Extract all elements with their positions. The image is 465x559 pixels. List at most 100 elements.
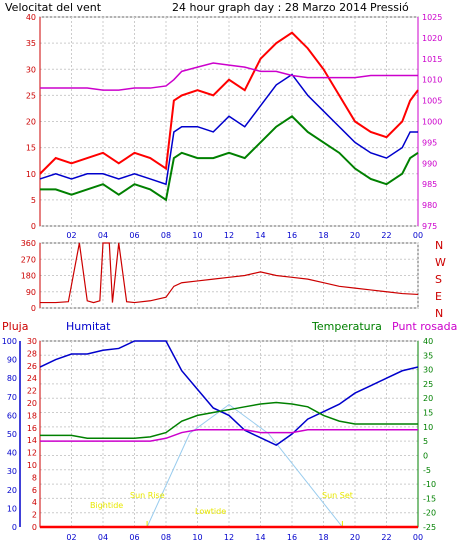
panel1-y2-ticks: 975 980 985 990 995 1000 1005 1010 1015 1020 1025 — [422, 13, 442, 231]
panel3-humidity-tick-label: 80 — [7, 374, 17, 383]
panel1-x-tick-label: 08 — [161, 231, 171, 240]
panel1-y-tick-label: 15 — [26, 144, 36, 153]
panel3-x-tick-label: 10 — [192, 533, 202, 542]
panel1-y2-tick-label: 1020 — [422, 34, 442, 43]
panel1-y-tick-label: 0 — [31, 222, 36, 231]
panel3-rain-tick-label: 16 — [27, 424, 37, 433]
panel2-series — [40, 242, 419, 304]
panel1-x-tick-label: 18 — [318, 231, 328, 240]
panel1-x-tick-label: 02 — [66, 231, 76, 240]
direction-letter-w: W — [435, 256, 446, 269]
panel3-temp-tick-label: -15 — [423, 494, 436, 503]
panel1-y-tick-label: 5 — [31, 196, 36, 205]
panel3-series — [39, 340, 419, 529]
wind-speed-label: Velocitat del vent — [5, 1, 102, 14]
pressure-label: Pressió — [370, 1, 409, 14]
panel3-x-tick-label: 12 — [224, 533, 234, 542]
panel3-temp-tick-label: 25 — [423, 380, 433, 389]
panel3-x-tick-label: 06 — [129, 533, 139, 542]
panel3-temp-tick-label: 0 — [423, 451, 428, 460]
panel1-grid — [40, 16, 419, 227]
panel1-series-average — [39, 73, 418, 186]
panel3-rain-tick-label: 8 — [32, 473, 37, 482]
panel3-x-tick-label: 02 — [66, 533, 76, 542]
panel1-series — [39, 31, 419, 202]
panel1-x-tick-label: 10 — [192, 231, 202, 240]
panel3-humidity-tick-label: 60 — [7, 411, 17, 420]
panel3-rain-tick-label: 22 — [27, 387, 37, 396]
panel3-rain-tick-label: 30 — [27, 337, 37, 346]
sunrise-annotation: Sun Rise — [130, 491, 165, 500]
panel3-rain-tick-label: 10 — [27, 461, 37, 470]
panel3-rain-tick-label: 18 — [27, 411, 37, 420]
panel1-y-tick-label: 20 — [26, 118, 36, 127]
panel1-y2-tick-label: 1005 — [422, 97, 442, 106]
temperature-label: Temperatura — [311, 320, 382, 333]
rain-label: Pluja — [2, 320, 28, 333]
panel3-temp-tick-label: 20 — [423, 394, 433, 403]
panel1-y2-tick-label: 985 — [422, 180, 437, 189]
panel3-humidity-tick-label: 20 — [7, 486, 17, 495]
panel1-y-tick-label: 25 — [26, 91, 36, 100]
panel3-temp-tick-label: -5 — [423, 466, 431, 475]
dewpoint-label: Punt rosada — [392, 320, 457, 333]
panel3-humidity-tick-label: 50 — [7, 430, 17, 439]
panel3-series-punt-rosada — [40, 428, 418, 442]
panel3-rain-tick-label: 6 — [32, 486, 37, 495]
panel1-y2-tick-label: 1025 — [422, 13, 442, 22]
panel3-series-temperatura — [40, 401, 418, 440]
panel3-x-tick-label: 20 — [350, 533, 360, 542]
panel1-y2-tick-label: 1000 — [422, 118, 442, 127]
panel1-x-tick-label: 14 — [255, 231, 265, 240]
panel3-temp-tick-label: 30 — [423, 366, 433, 375]
panel1-x-tick-label: 20 — [350, 231, 360, 240]
panel1-x-tick-label: 00 — [413, 231, 423, 240]
panel3-rain-tick-label: 0 — [32, 523, 37, 532]
panel3-humidity-tick-label: 0 — [12, 523, 17, 532]
panel1-y-ticks: 0 5 10 15 20 25 30 35 40 — [26, 13, 36, 231]
panel3-x-ticks: 02 04 06 08 10 12 14 16 18 20 22 00 — [66, 533, 423, 542]
panel1-y2-tick-label: 980 — [422, 201, 437, 210]
panel1-x-tick-label: 06 — [129, 231, 139, 240]
panel3-x-tick-label: 14 — [255, 533, 265, 542]
direction-letter-s: S — [435, 273, 442, 286]
panel3-rain-tick-label: 28 — [27, 349, 37, 358]
panel1-y2-tick-label: 990 — [422, 159, 437, 168]
panel1-y2-tick-label: 1010 — [422, 76, 442, 85]
panel2-y-tick-label: 360 — [21, 239, 36, 248]
panel2-y-tick-label: 270 — [21, 255, 36, 264]
panel3-humidity-tick-label: 70 — [7, 393, 17, 402]
panel2-grid — [40, 242, 419, 309]
direction-letter-e: E — [435, 290, 442, 303]
panel1-x-tick-label: 22 — [381, 231, 391, 240]
panel1-series-pressure — [40, 62, 418, 91]
sunset-annotation: Sun Set — [322, 491, 353, 500]
panel3-rain-tick-label: 20 — [27, 399, 37, 408]
panel3-x-tick-label: 22 — [381, 533, 391, 542]
panel3-y-ticks: 0246810121416182022242628300102030405060… — [2, 337, 436, 532]
panel1-y2-tick-label: 995 — [422, 138, 437, 147]
panel3-rain-tick-label: 24 — [27, 374, 37, 383]
humidity-label: Humitat — [66, 320, 111, 333]
panel1-x-ticks: 02 04 06 08 10 12 14 16 18 20 22 00 — [66, 231, 423, 240]
panel3-x-tick-label: 04 — [98, 533, 108, 542]
panel3-series-humitat — [39, 340, 419, 447]
panel1-x-tick-label: 16 — [287, 231, 297, 240]
panel3-temp-tick-label: -25 — [423, 523, 436, 532]
panel3-rain-tick-label: 2 — [32, 511, 37, 520]
panel1-y-tick-label: 10 — [26, 170, 36, 179]
panel1-y2-tick-label: 1015 — [422, 55, 442, 64]
panel1-x-tick-label: 04 — [98, 231, 108, 240]
panel3-humidity-tick-label: 30 — [7, 467, 17, 476]
hightide-annotation: Bightide — [90, 501, 123, 510]
panel3-temp-tick-label: -20 — [423, 509, 436, 518]
lowtide-annotation: Lowtide — [195, 507, 226, 516]
panel1-series-minimum — [40, 114, 419, 202]
panel1-x-tick-label: 12 — [224, 231, 234, 240]
panel3-x-tick-label: 08 — [161, 533, 171, 542]
panel2-series-direction — [40, 242, 419, 304]
panel3-humidity-tick-label: 100 — [2, 337, 17, 346]
